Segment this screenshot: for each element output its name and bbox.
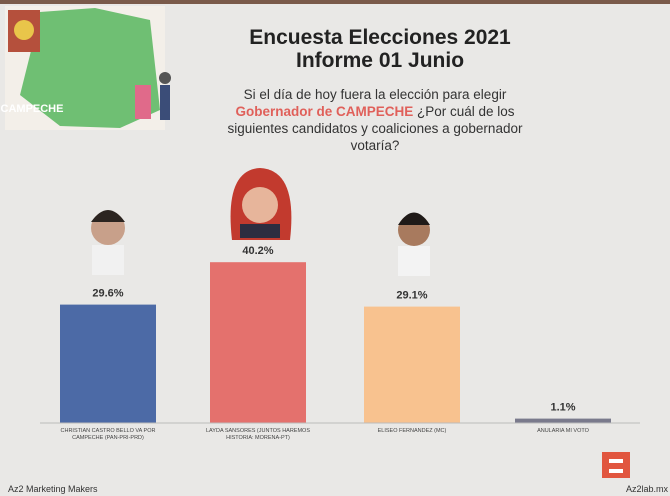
footer-right: Az2lab.mx [625, 484, 668, 494]
bar [364, 306, 460, 423]
category-label: ELISEO FERNANDEZ (MC) [377, 428, 447, 434]
campeche-map [5, 6, 171, 130]
top-border [0, 0, 670, 4]
az2-logo [602, 452, 630, 478]
footer-left: Az2 Marketing Makers [8, 484, 98, 494]
chart-subtitle: Informe 01 Junio [295, 49, 465, 72]
question-text: Si el día de hoy fuera la elección para … [243, 87, 507, 102]
category-label: LAYDA SANSORES (JUNTOS HAREMOS HISTORIA:… [205, 428, 310, 441]
value-label: 1.1% [550, 402, 575, 414]
category-label: ANULARIA MI VOTO [537, 428, 589, 434]
map-label: CAMPECHE [1, 103, 64, 115]
question-highlight: Gobernador de CAMPECHE [235, 104, 414, 119]
bar [210, 262, 306, 423]
bar [60, 304, 156, 423]
question: Si el día de hoy fuera la elección para … [205, 86, 545, 154]
category-label: CHRISTIAN CASTRO BELLO VA POR CAMPECHE (… [60, 428, 156, 441]
value-label: 29.1% [396, 290, 427, 302]
bar [515, 418, 611, 423]
value-label: 40.2% [242, 245, 273, 257]
bars [60, 262, 611, 423]
chart-title: Encuesta Elecciones 2021 [249, 26, 511, 49]
value-label: 29.6% [92, 288, 123, 300]
question-text: ¿Por cuál de los siguientes candidatos y… [227, 104, 523, 153]
candidate-photos [91, 168, 430, 276]
